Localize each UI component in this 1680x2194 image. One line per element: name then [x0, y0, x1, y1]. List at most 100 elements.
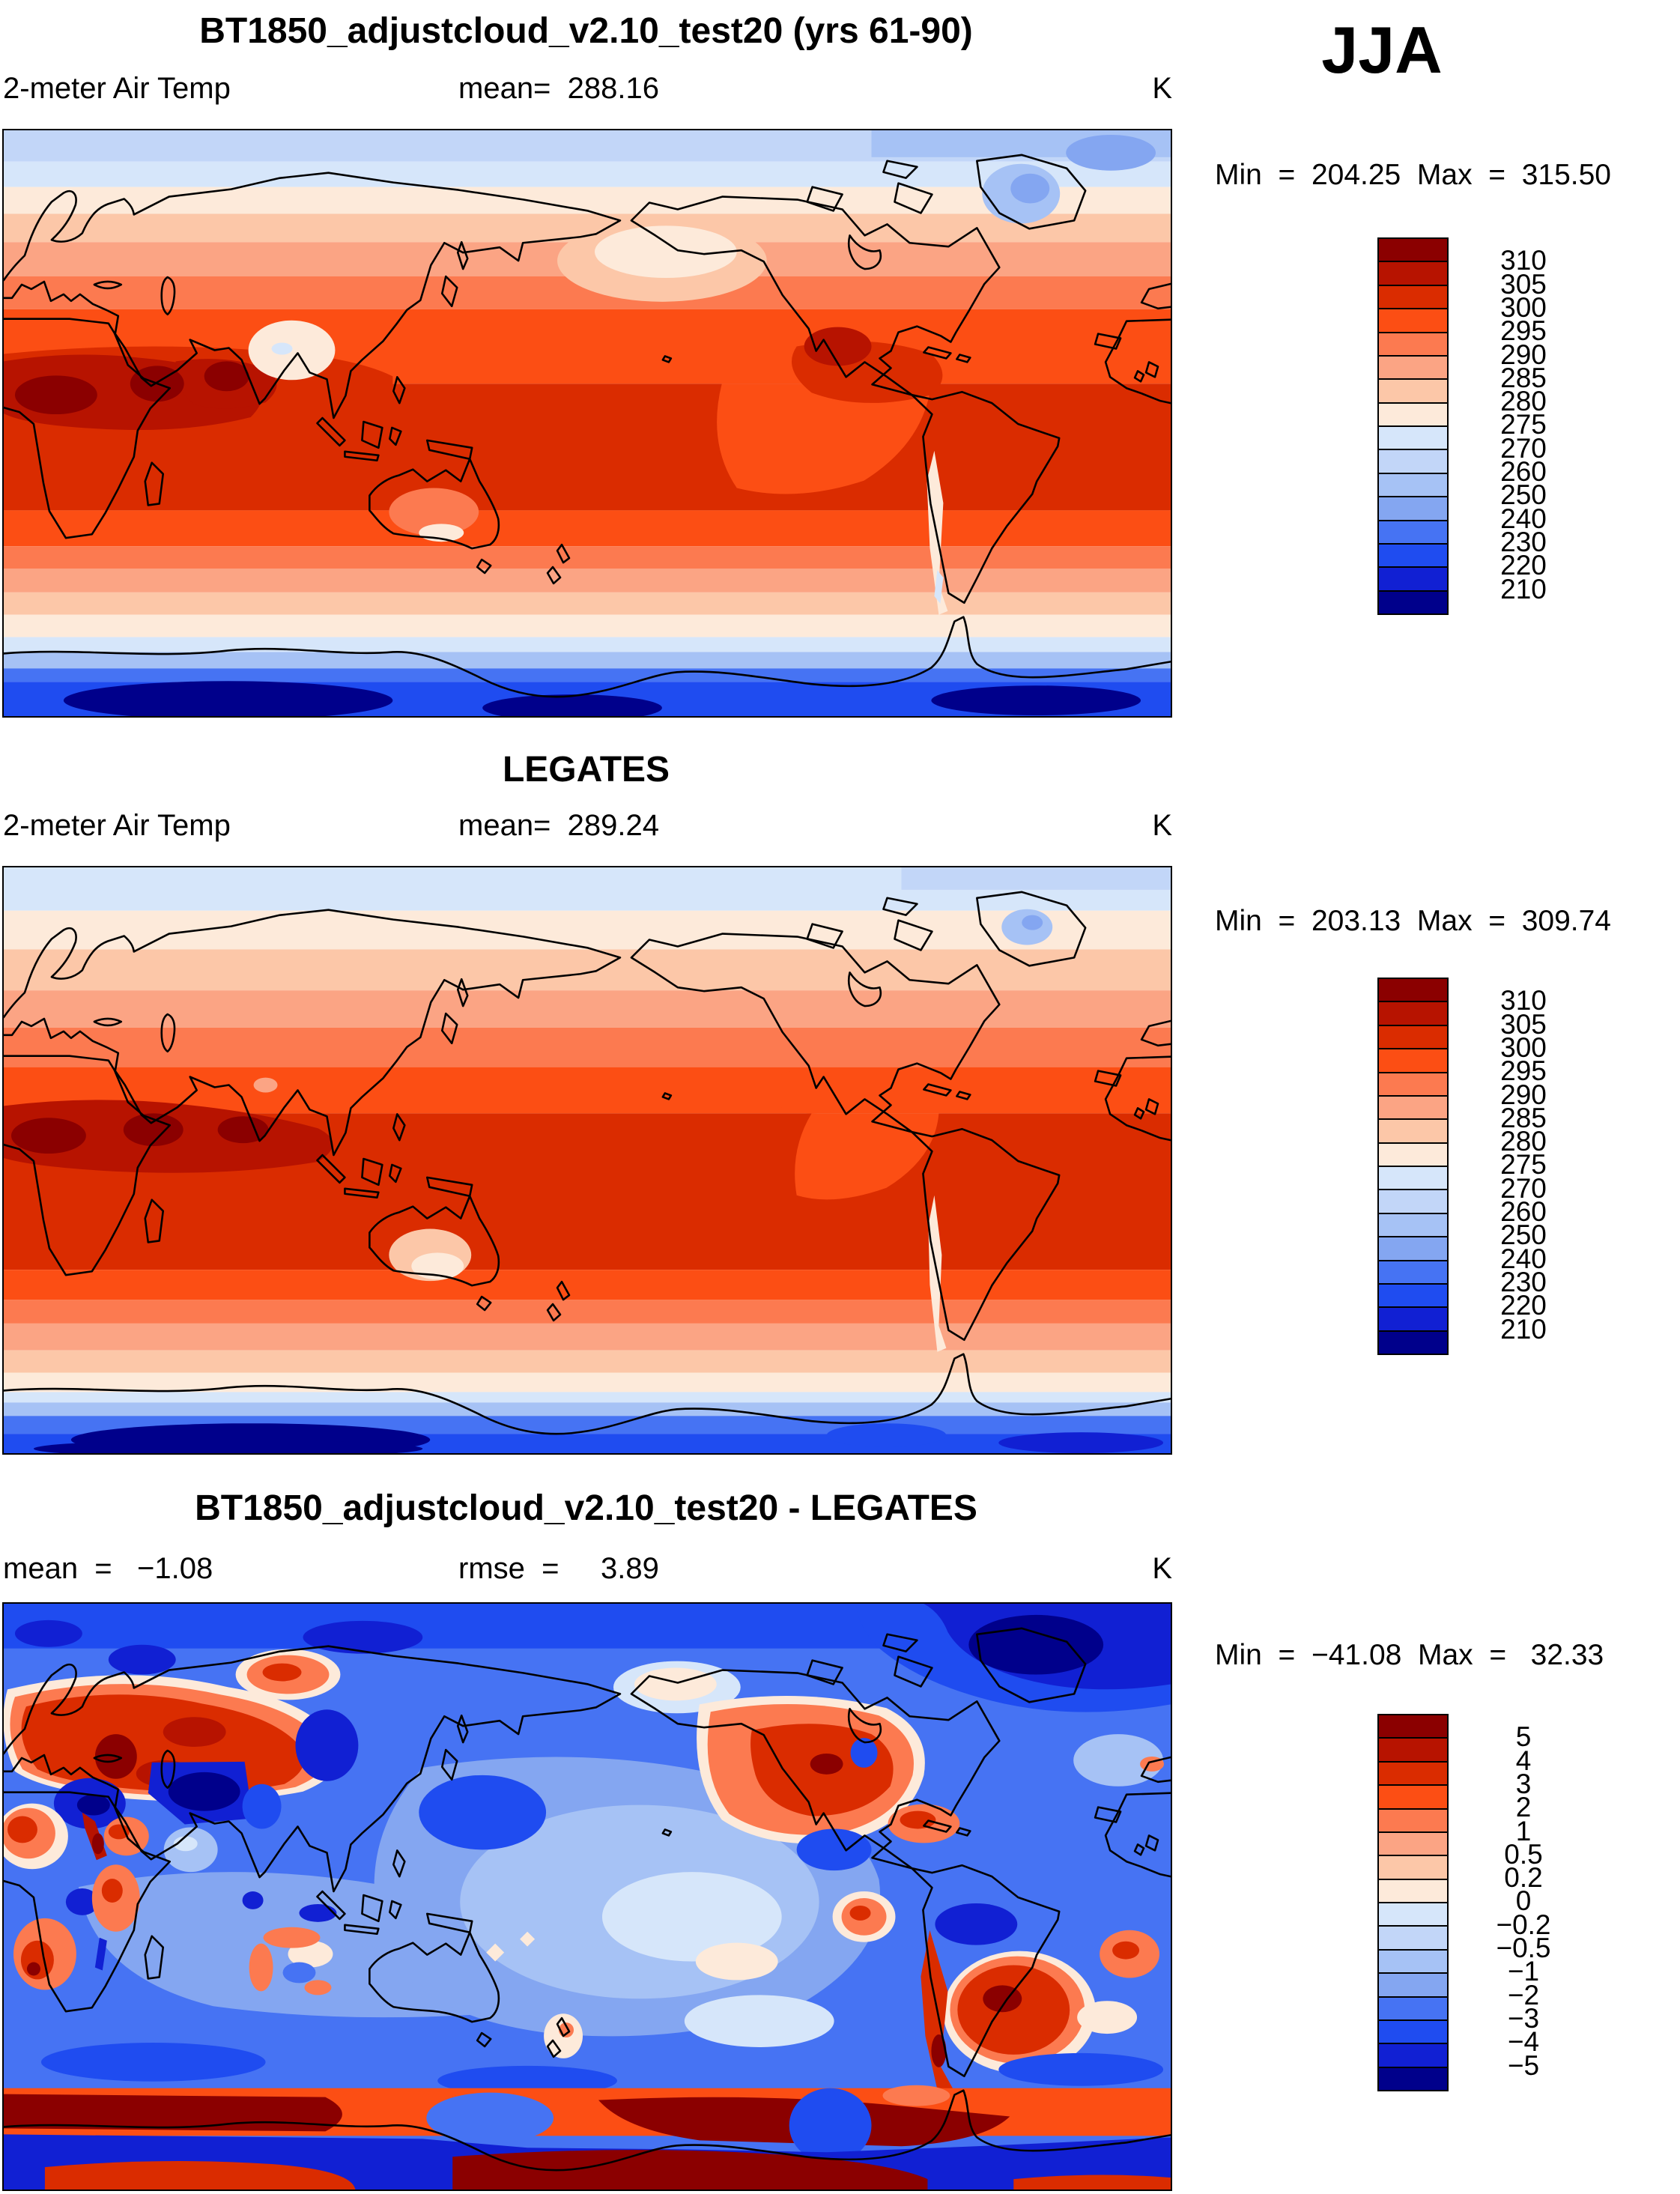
field-layers [4, 867, 1171, 1453]
colorbar-tick-label: 250 [1500, 479, 1547, 511]
panel1-mean-value: mean= 288.16 [458, 72, 659, 105]
colorbar-segment [1379, 1306, 1447, 1330]
colorbar-tick-label: 310 [1500, 985, 1547, 1016]
colorbar-segment [1379, 1330, 1447, 1354]
colorbar-bar [1377, 1714, 1449, 2091]
colorbar-tick-label: 305 [1500, 1008, 1547, 1040]
colorbar-segment [1379, 1048, 1447, 1072]
colorbar-tick-label: 280 [1500, 1126, 1547, 1157]
colorbar-segment [1379, 1212, 1447, 1237]
colorbar-tick-label: 0 [1515, 1885, 1532, 1917]
colorbar-tick-label: 2 [1515, 1792, 1532, 1823]
colorbar-tick-label: 250 [1500, 1219, 1547, 1251]
colorbar-tick-label: 1 [1515, 1815, 1532, 1846]
panel3-unit-label: K [1152, 1552, 1172, 1585]
panel2-variable-label: 2-meter Air Temp [3, 809, 231, 842]
colorbar-tick-label: 305 [1500, 268, 1547, 300]
colorbar-segment [1379, 1166, 1447, 1190]
colorbar-tick-label: 275 [1500, 1149, 1547, 1181]
colorbar-tick-label: 240 [1500, 1243, 1547, 1274]
colorbar-segment [1379, 1831, 1447, 1855]
colorbar-tick-label: 300 [1500, 291, 1547, 323]
panel1-variable-label: 2-meter Air Temp [3, 72, 231, 105]
panel1-stat-row: 2-meter Air Temp mean= 288.16 K [0, 72, 1172, 109]
colorbar-segment [1379, 566, 1447, 590]
panel2-title: LEGATES [502, 750, 670, 790]
colorbar-segment [1379, 1236, 1447, 1260]
colorbar-segment [1379, 519, 1447, 543]
colorbar-tick-label: 270 [1500, 1172, 1547, 1204]
panel3-rmse-value: rmse = 3.89 [458, 1552, 659, 1585]
field-layers [4, 1604, 1171, 2190]
colorbar-tick-label: 220 [1500, 550, 1547, 581]
colorbar-tick-label: −4 [1507, 2026, 1540, 2058]
colorbar-bar [1377, 978, 1449, 1355]
colorbar-segment [1379, 284, 1447, 309]
panel2-unit-label: K [1152, 809, 1172, 842]
colorbar-segment [1379, 331, 1447, 355]
colorbar-tick-label: 210 [1500, 1313, 1547, 1345]
colorbar-segment [1379, 1972, 1447, 1996]
colorbar-segment [1379, 1948, 1447, 1973]
colorbar-tick-label: 3 [1515, 1768, 1532, 1799]
map-legates-jja [2, 866, 1172, 1455]
colorbar-segment [1379, 1715, 1447, 1738]
season-label: JJA [1321, 13, 1443, 87]
colorbar-segment [1379, 979, 1447, 1001]
colorbar-segment [1379, 2019, 1447, 2043]
colorbar-tick-label: 290 [1500, 339, 1547, 370]
colorbar-segment [1379, 1902, 1447, 1926]
colorbar-segment [1379, 2066, 1447, 2090]
colorbar-tick-label: 0.2 [1504, 1862, 1543, 1894]
colorbar-segment [1379, 1071, 1447, 1095]
colorbar-segment [1379, 1737, 1447, 1761]
colorbar-segment [1379, 354, 1447, 379]
colorbar-segment [1379, 1855, 1447, 1879]
map-model-jja [2, 129, 1172, 718]
panel3-mean-value: mean = −1.08 [3, 1552, 213, 1585]
colorbar-segment [1379, 1282, 1447, 1307]
colorbar-tick-label: 5 [1515, 1721, 1532, 1753]
colorbar-segment [1379, 425, 1447, 449]
colorbar-segment [1379, 1925, 1447, 1949]
colorbar-tick-label: 285 [1500, 1102, 1547, 1133]
colorbar-tick-label: 230 [1500, 526, 1547, 557]
colorbar-tick-label: 240 [1500, 503, 1547, 534]
colorbar-segment [1379, 1094, 1447, 1119]
panel1-colorbar: 310 305 300 295 290 285 280 275 270 260 250 240 230 2… [1377, 237, 1602, 619]
colorbar-segment [1379, 496, 1447, 520]
colorbar-tick-label: −3 [1507, 2002, 1540, 2034]
colorbar-tick-label: −0.2 [1496, 1909, 1551, 1940]
panel3-colorbar: 5 4 3 2 1 0.5 0.2 0 −0.2 −0.5 −1 −2 −3 −4 −5 [1377, 1714, 1602, 2096]
colorbar-segment [1379, 1118, 1447, 1142]
colorbar-segment [1379, 1189, 1447, 1213]
panel2-colorbar: 310 305 300 295 290 285 280 275 270 260 250 240 230 2… [1377, 978, 1602, 1360]
colorbar-segment [1379, 2043, 1447, 2067]
panel1-title: BT1850_adjustcloud_v2.10_test20 (yrs 61-… [199, 11, 973, 51]
colorbar-tick-label: 295 [1500, 315, 1547, 347]
colorbar-segment [1379, 1878, 1447, 1902]
colorbar-tick-label: 270 [1500, 432, 1547, 464]
colorbar-tick-label: 220 [1500, 1290, 1547, 1321]
colorbar-tick-label: −5 [1507, 2049, 1540, 2081]
colorbar-tick-label: −1 [1507, 1956, 1540, 1987]
field-layers [4, 130, 1171, 716]
colorbar-segment [1379, 1001, 1447, 1025]
colorbar-tick-label: 230 [1500, 1266, 1547, 1297]
panel2-minmax: Min = 203.13 Max = 309.74 [1215, 905, 1611, 937]
colorbar-tick-label: 295 [1500, 1055, 1547, 1087]
map-difference-jja [2, 1602, 1172, 2191]
panel1-minmax: Min = 204.25 Max = 315.50 [1215, 159, 1611, 191]
colorbar-segment [1379, 1995, 1447, 2019]
colorbar-tick-label: 260 [1500, 1196, 1547, 1227]
colorbar-segment [1379, 261, 1447, 285]
colorbar-tick-label: 280 [1500, 386, 1547, 417]
colorbar-tick-label: 300 [1500, 1031, 1547, 1063]
colorbar-segment [1379, 1259, 1447, 1283]
colorbar-segment [1379, 239, 1447, 261]
colorbar-segment [1379, 1807, 1447, 1831]
colorbar-segment [1379, 472, 1447, 497]
colorbar-tick-label: 4 [1515, 1745, 1532, 1776]
colorbar-segment [1379, 542, 1447, 567]
